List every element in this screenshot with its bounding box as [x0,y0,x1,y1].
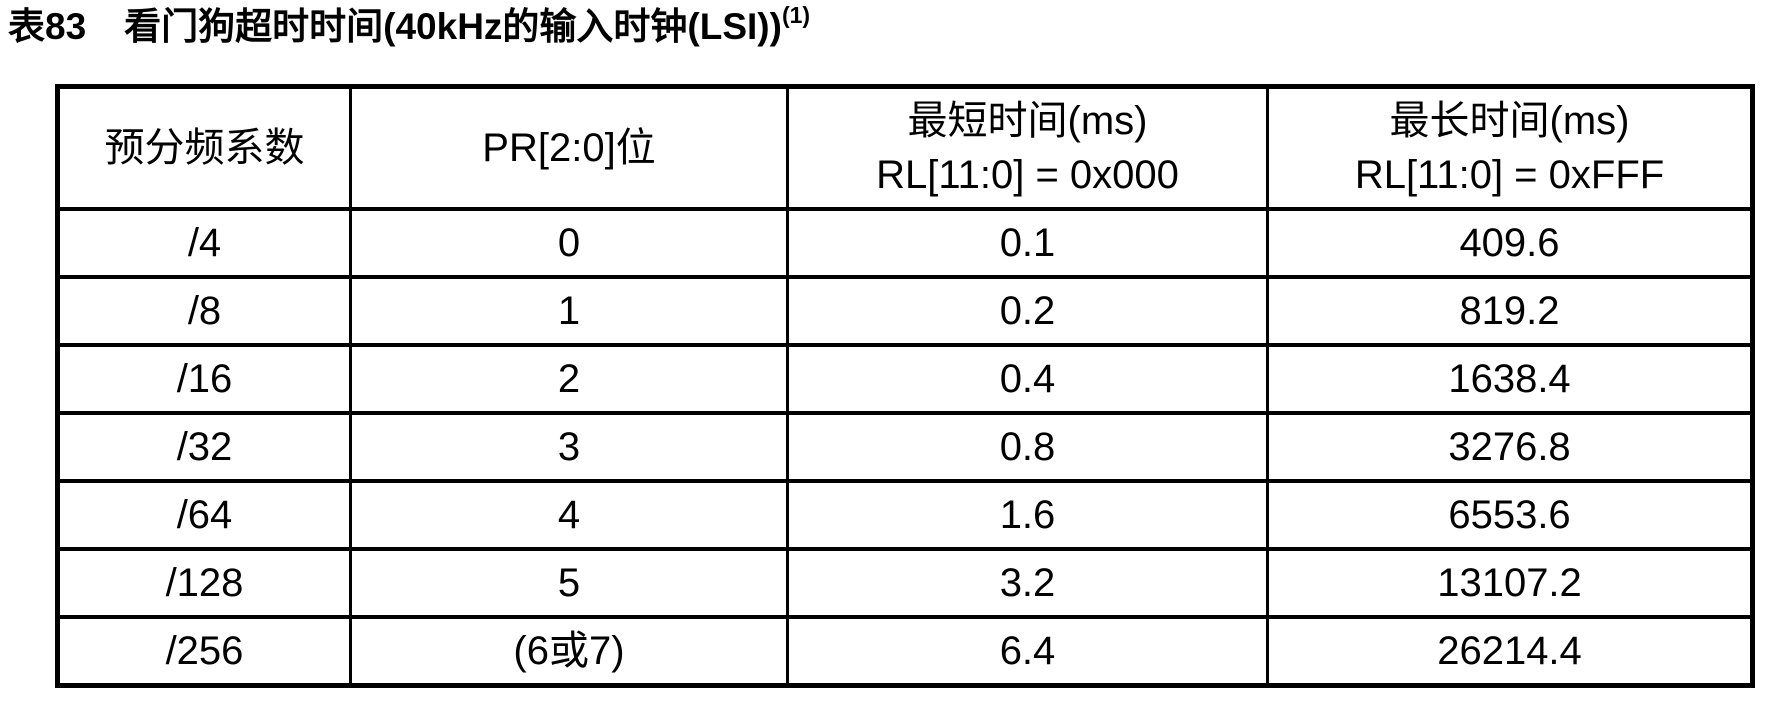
table-cell: /64 [56,479,352,551]
table-title-text: 看门狗超时时间(40kHz的输入时钟(LSI)) [124,6,782,47]
table-cell: 0.2 [786,275,1269,347]
table-cell: 3 [349,411,789,483]
table-cell: 1638.4 [1266,343,1754,415]
table-cell: 1 [349,275,789,347]
column-header-label: 预分频系数 [104,126,305,170]
column-header-label: PR[2:0]位 [482,126,656,170]
table-cell: 26214.4 [1266,615,1754,688]
table-cell: 0.1 [786,207,1269,279]
table-cell: 0 [349,207,789,279]
table-head: 预分频系数 PR[2:0]位 最短时间(ms) RL[11:0] = 0x000 最长时… [56,84,1754,211]
table-cell: 409.6 [1266,207,1754,279]
table-row: /32 3 0.8 3276.8 [56,411,1754,483]
table-row: /256 (6或7) 6.4 26214.4 [56,615,1754,688]
table-cell: /4 [56,207,352,279]
column-header-sublabel: RL[11:0] = 0xFFF [1354,153,1665,197]
table-cell: 2 [349,343,789,415]
table-cell: 5 [349,547,789,619]
table-cell: /8 [56,275,352,347]
table-cell: /128 [56,547,352,619]
column-header: 最长时间(ms) RL[11:0] = 0xFFF [1266,84,1754,211]
column-header: PR[2:0]位 [349,84,789,211]
watchdog-timeout-table: 预分频系数 PR[2:0]位 最短时间(ms) RL[11:0] = 0x000 最长时… [55,84,1755,688]
table-cell: 6553.6 [1266,479,1754,551]
table-number-label: 表83 [8,6,87,47]
column-header: 最短时间(ms) RL[11:0] = 0x000 [786,84,1269,211]
table-cell: 0.8 [786,411,1269,483]
table-row: /64 4 1.6 6553.6 [56,479,1754,551]
table-cell: 819.2 [1266,275,1754,347]
table-cell: /256 [56,615,352,688]
table-cell: /32 [56,411,352,483]
column-header: 预分频系数 [56,84,352,211]
footnote-marker: (1) [781,2,811,28]
table-cell: 0.4 [786,343,1269,415]
table-caption: 表83 看门狗超时时间(40kHz的输入时钟(LSI))(1) [8,2,811,54]
table-cell: 3276.8 [1266,411,1754,483]
header-row: 预分频系数 PR[2:0]位 最短时间(ms) RL[11:0] = 0x000 最长时… [56,84,1754,211]
table-cell: (6或7) [349,615,789,688]
table-cell: 6.4 [786,615,1269,688]
column-header-sublabel: RL[11:0] = 0x000 [876,153,1179,197]
table-row: /4 0 0.1 409.6 [56,207,1754,279]
column-header-label: 最长时间(ms) [1389,99,1630,143]
table-body: /4 0 0.1 409.6/8 1 0.2 819.2/16 2 0.4 1638.4/32 3 0… [56,207,1754,688]
table-cell: 1.6 [786,479,1269,551]
table-cell: /16 [56,343,352,415]
table-container: 预分频系数 PR[2:0]位 最短时间(ms) RL[11:0] = 0x000 最长时… [55,84,1755,688]
column-header-label: 最短时间(ms) [907,99,1148,143]
table-cell: 3.2 [786,547,1269,619]
table-cell: 13107.2 [1266,547,1754,619]
table-cell: 4 [349,479,789,551]
table-row: /16 2 0.4 1638.4 [56,343,1754,415]
table-row: /8 1 0.2 819.2 [56,275,1754,347]
table-row: /128 5 3.2 13107.2 [56,547,1754,619]
